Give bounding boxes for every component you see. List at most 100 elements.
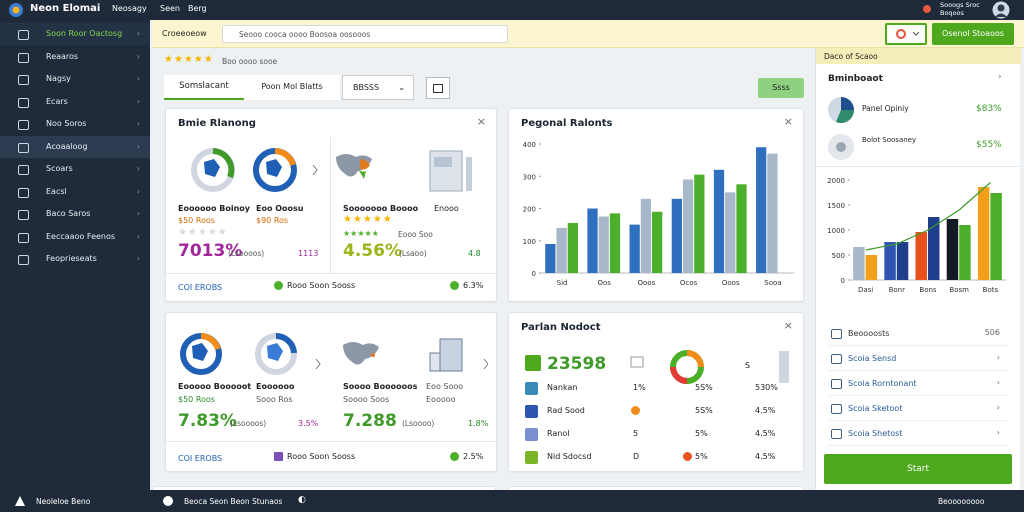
y-tick-label: 1000 [827, 227, 845, 235]
item-label: Sooooooo Boooo [343, 204, 419, 213]
row-c: 530% [755, 383, 778, 392]
start-button[interactable]: Start [824, 454, 1012, 484]
menu-item[interactable]: Neosagy [112, 4, 147, 13]
product-row: Rad Sood55S%4.5% [521, 402, 795, 422]
item-sub: $50 Roos [178, 395, 215, 404]
row-dot [631, 406, 640, 415]
sidebar-item[interactable]: Baco Saros [0, 203, 150, 225]
row-a: 5 [633, 429, 639, 438]
sidebar-item[interactable]: Ecars [0, 91, 150, 113]
legend: Rooo Soon Sooss [274, 452, 355, 461]
sidebar-item[interactable]: Nagsy [0, 68, 150, 90]
panel-list-item[interactable]: Scoia Sketoot › [828, 397, 1008, 421]
tab[interactable]: Poon Mol Blatts [244, 75, 340, 100]
avatar[interactable] [992, 1, 1010, 19]
stars [343, 229, 379, 239]
big-value: 7.83% [178, 411, 237, 431]
headline-value: 23598 [547, 354, 607, 374]
bar [736, 184, 747, 273]
y-tick-label: 100 [523, 238, 536, 246]
row-icon [525, 428, 538, 441]
tab-active[interactable]: Somslacant [164, 75, 244, 100]
dropdown[interactable]: BBSSS ⌄ [342, 75, 414, 100]
item-sub: Sooo Ros [256, 395, 293, 404]
x-tick-label: Ooos [638, 279, 656, 287]
panel-icons [828, 97, 854, 160]
product-card: Parlan Nodoct × 23598 S Nankan 1% 5S% 530% Ra… [508, 312, 804, 472]
row-icon [525, 451, 538, 464]
x-tick-label: Oos [598, 279, 612, 287]
panel-item-value: $55% [976, 140, 1002, 150]
search-box[interactable]: Seooo cooca oooo Boosoa oosooos [222, 25, 508, 43]
primary-button[interactable]: Osenol Stoaoos [932, 23, 1014, 45]
x-tick-label: Bosm [949, 286, 969, 294]
list-label: Scoia Sketoot [848, 404, 903, 413]
item-sub: $90 Ros [256, 216, 289, 225]
legend: Rooo Soon Sooss [274, 281, 355, 290]
icon [163, 496, 173, 506]
list-label: Scoia Shetost [848, 429, 903, 438]
row-b: 5% [695, 429, 708, 438]
item-label: Eoo Ooosu [256, 204, 304, 213]
bar [896, 242, 909, 280]
bar [884, 242, 896, 280]
item-label: Enooo [434, 204, 459, 213]
user-name: Sooogs Sroc Boqoos [940, 1, 980, 17]
bottom-label: Beoooooooo [938, 497, 985, 506]
row-a: 1% [633, 383, 646, 392]
pin-icon[interactable] [920, 3, 934, 17]
side-value: 1.8% [468, 419, 489, 428]
checkbox[interactable] [426, 77, 450, 99]
y-tick-label: 300 [523, 173, 536, 181]
row-b: 5S% [695, 406, 713, 415]
action-button[interactable]: Ssss [758, 78, 804, 98]
sidebar-item[interactable]: Reaaros [0, 46, 150, 68]
row-icon [525, 405, 538, 418]
card-title: Pegonal Ralonts [521, 118, 613, 129]
product-row: Ranol 5 5% 4.5% [521, 425, 795, 445]
bottom-bar: Neoleloe Beno Beoca Seon Beon Stunaos ◐ … [0, 490, 1024, 512]
panel-list-item[interactable]: Scoia Rorntonant › [828, 372, 1008, 396]
row-c: 4.5% [755, 452, 776, 461]
bar [640, 198, 652, 273]
chevron: › [996, 428, 1000, 437]
chevron: › [996, 403, 1000, 412]
card-title: Bmie Rlanong [178, 118, 256, 129]
x-tick-label: Bonr [889, 286, 906, 294]
row-label: Rad Sood [547, 406, 585, 415]
bar [545, 243, 556, 273]
x-tick-label: Bons [919, 286, 937, 294]
sidebar-item[interactable]: Eeccaaoo Feenos [0, 226, 150, 248]
bar [567, 223, 578, 273]
sidebar-item[interactable]: Scoars [0, 158, 150, 180]
row-b: 5S% [695, 383, 713, 392]
sidebar-item[interactable]: Noo Soros [0, 113, 150, 135]
menu-item[interactable]: Berg [188, 4, 207, 13]
x-tick-label: Sid [557, 279, 568, 287]
sidebar-item[interactable]: Eacsl [0, 181, 150, 203]
bar [587, 208, 598, 273]
row-dot [683, 452, 692, 461]
sidebar-item[interactable]: Soon Roor Oactosg [0, 23, 150, 45]
y-tick-label: 0 [532, 270, 536, 278]
big-value: 4.56% [343, 241, 402, 261]
toolbar: Croeeoeow Seooo cooca oooo Boosoa oosooo… [152, 20, 1024, 48]
panel-title: Bminboaot [828, 74, 883, 84]
bar [946, 219, 959, 280]
bar [671, 198, 682, 273]
panel-list-item[interactable]: Beoooosts 506 [828, 322, 1008, 346]
sidebar-item[interactable]: Acoaaloog [0, 135, 150, 158]
chevron[interactable]: › [998, 72, 1002, 82]
list-label: Beoooosts [848, 329, 890, 338]
product-row: Nid Sdocsd D 5% 4.5% [521, 448, 795, 468]
item-sub: Eooooo [426, 395, 456, 404]
card-icons [180, 332, 488, 375]
panel-list-item[interactable]: Scoia Sensd › [828, 347, 1008, 371]
panel-list-item[interactable]: Scoia Shetost › [828, 422, 1008, 446]
row-label: Nid Sdocsd [547, 452, 592, 461]
stat: 2.5% [450, 452, 483, 461]
list-label: Scoia Sensd [848, 354, 897, 363]
sidebar-item[interactable]: Feoprieseats [0, 248, 150, 270]
menu-item[interactable]: Seen [160, 4, 180, 13]
icon-button[interactable] [885, 23, 927, 45]
